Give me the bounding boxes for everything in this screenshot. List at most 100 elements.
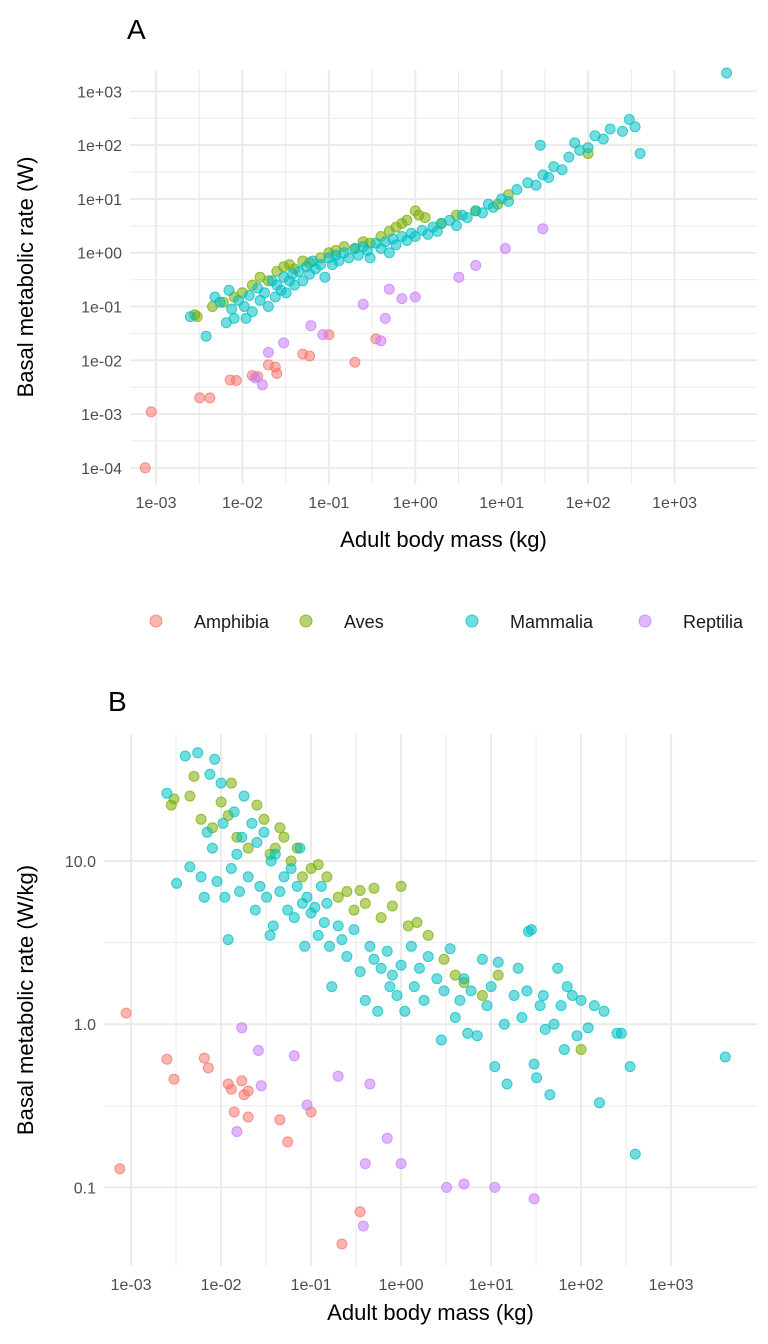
point xyxy=(317,329,329,341)
point xyxy=(236,1075,248,1087)
point xyxy=(375,335,387,347)
point xyxy=(454,994,466,1006)
point xyxy=(278,871,290,883)
point xyxy=(383,247,395,259)
point xyxy=(556,164,568,176)
legend-label: Mammalia xyxy=(510,612,594,632)
point xyxy=(204,768,216,780)
point xyxy=(492,956,504,968)
point xyxy=(634,148,646,159)
point xyxy=(408,981,420,993)
point xyxy=(501,1078,513,1090)
x-tick-label: 1e+03 xyxy=(649,1277,694,1294)
point xyxy=(395,1158,407,1170)
point xyxy=(219,891,231,903)
point xyxy=(548,1018,560,1030)
point xyxy=(582,1022,594,1034)
point xyxy=(231,1126,243,1137)
point xyxy=(422,929,434,941)
point xyxy=(145,406,157,418)
point xyxy=(184,861,196,873)
y-tick-label: 1e+03 xyxy=(77,84,122,101)
point xyxy=(489,1061,501,1073)
point xyxy=(422,951,434,962)
legend-key xyxy=(638,614,652,628)
point xyxy=(274,822,286,834)
point xyxy=(539,1023,551,1035)
point xyxy=(202,1062,214,1074)
point xyxy=(386,900,398,912)
point xyxy=(278,831,290,843)
point xyxy=(226,303,238,315)
point xyxy=(604,123,616,135)
legend-item-reptilia: Reptilia xyxy=(638,612,744,632)
point xyxy=(179,750,191,762)
point xyxy=(409,291,421,303)
point xyxy=(114,1163,126,1175)
point xyxy=(409,231,421,242)
point xyxy=(326,981,338,993)
point xyxy=(563,151,575,163)
point xyxy=(492,969,504,981)
point xyxy=(451,220,462,232)
point xyxy=(299,940,311,952)
point xyxy=(192,747,204,759)
point xyxy=(321,871,333,883)
point xyxy=(161,1053,173,1065)
point xyxy=(582,142,594,154)
point xyxy=(471,1030,483,1042)
y-tick-label: 0.1 xyxy=(74,1180,96,1197)
legend: Amphibia Aves Mammalia Reptilia xyxy=(149,612,744,632)
point xyxy=(201,826,213,838)
panel-b-letter: B xyxy=(108,686,127,717)
point xyxy=(414,962,425,974)
point xyxy=(357,298,369,310)
point xyxy=(198,1052,210,1064)
point xyxy=(249,372,261,384)
point xyxy=(354,966,366,978)
point xyxy=(225,863,237,874)
point xyxy=(255,1080,267,1092)
point xyxy=(209,753,221,765)
point xyxy=(291,880,303,892)
point xyxy=(348,904,360,916)
point xyxy=(349,356,361,368)
point xyxy=(575,994,587,1006)
point xyxy=(258,813,270,825)
point xyxy=(280,287,292,299)
point xyxy=(341,951,353,962)
point xyxy=(476,953,488,965)
point xyxy=(566,990,578,1001)
point xyxy=(274,886,286,897)
point xyxy=(438,985,450,997)
legend-key xyxy=(149,614,163,628)
point xyxy=(333,255,345,267)
point xyxy=(453,271,465,283)
x-tick-label: 1e-02 xyxy=(201,1277,242,1294)
point xyxy=(721,67,733,79)
point xyxy=(623,114,635,125)
point xyxy=(228,806,240,818)
legend-item-aves: Aves xyxy=(299,612,384,632)
point xyxy=(419,212,431,224)
point xyxy=(418,994,430,1006)
point xyxy=(231,848,243,860)
point xyxy=(516,1012,528,1023)
y-tick-label: 1e-04 xyxy=(81,461,122,478)
point xyxy=(312,859,324,871)
point xyxy=(528,1058,540,1070)
point xyxy=(588,1000,600,1012)
point xyxy=(381,945,393,957)
panel-b: 1e-03 1e-02 1e-01 1e+00 1e+01 1e+02 1e+03 0.1 1.… xyxy=(13,734,757,1325)
point xyxy=(168,793,180,805)
x-tick-label: 1e-01 xyxy=(291,1277,332,1294)
point xyxy=(544,1089,556,1101)
point xyxy=(301,891,313,903)
series-reptilia xyxy=(249,223,549,391)
point xyxy=(225,777,237,789)
point xyxy=(525,924,537,936)
point xyxy=(242,1111,254,1123)
point xyxy=(617,125,628,137)
point xyxy=(304,350,316,362)
point xyxy=(561,981,573,993)
